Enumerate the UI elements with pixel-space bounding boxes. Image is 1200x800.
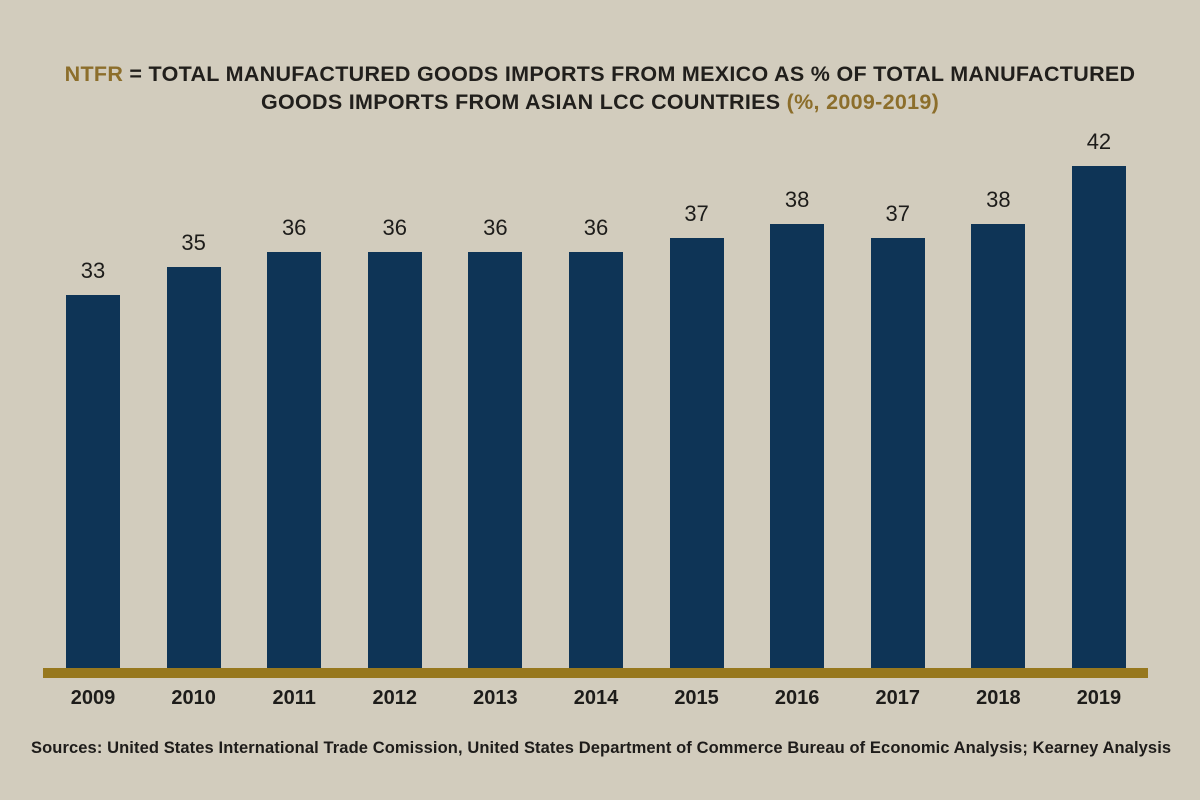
x-axis-label-2009: 2009 (70, 687, 116, 709)
title-segment-dark: = TOTAL MANUFACTURED GOODS IMPORTS FROM … (123, 62, 1136, 86)
x-axis-line (43, 668, 1148, 678)
bar-2013 (468, 252, 523, 668)
title-segment-dark: GOODS IMPORTS FROM ASIAN LCC COUNTRIES (260, 90, 787, 114)
bar-group-2014: 36 (568, 215, 623, 668)
bar-group-2013: 36 (468, 215, 523, 668)
x-axis-label-2018: 2018 (976, 687, 1021, 709)
bar-2017 (870, 238, 925, 668)
x-axis-labels: 2009 2010 2011 2012 2013 2014 2015 2016 2017 2018… (66, 687, 1126, 710)
title-segment-gold: (%, 2009-2019) (786, 90, 940, 114)
bar-value-label: 38 (784, 187, 810, 212)
x-axis-label-2016: 2016 (774, 687, 820, 709)
bar-value-label: 35 (181, 230, 206, 255)
bar-group-2010: 35 (166, 230, 221, 668)
bar-value-label: 36 (382, 215, 408, 240)
x-axis-label-2013: 2013 (473, 687, 518, 709)
bar-group-2011: 36 (267, 215, 322, 668)
x-axis-label-2011: 2011 (272, 687, 316, 709)
bar-2009 (66, 295, 120, 668)
bar-group-2016: 38 (770, 187, 825, 668)
bar-group-2019: 42 (1071, 129, 1126, 668)
x-axis-label-2012: 2012 (372, 687, 418, 709)
title-segment-gold: NTFR (64, 62, 124, 86)
bar-group-2018: 38 (971, 187, 1026, 668)
bar-value-label: 37 (885, 201, 910, 226)
bar-group-2012: 36 (367, 215, 422, 668)
x-axis-label-2017: 2017 (875, 687, 921, 709)
bar-value-label: 33 (80, 258, 106, 283)
bar-value-label: 42 (1086, 129, 1112, 154)
x-axis-label-2014: 2014 (573, 687, 619, 709)
bar-value-label: 37 (684, 201, 709, 226)
bar-value-label: 36 (483, 215, 508, 240)
bar-2014 (568, 252, 623, 668)
x-axis-label-2015: 2015 (674, 687, 719, 709)
bar-value-label: 38 (986, 187, 1011, 212)
bar-2012 (367, 252, 422, 668)
chart-title: NTFR = TOTAL MANUFACTURED GOODS IMPORTS … (0, 60, 1200, 116)
bar-group-2017: 37 (870, 201, 925, 668)
bar-2019 (1071, 166, 1126, 668)
source-note: Sources: United States International Tra… (31, 739, 1172, 757)
x-axis-label-2010: 2010 (171, 687, 216, 709)
bar-group-2015: 37 (669, 201, 724, 668)
bar-2016 (770, 224, 825, 668)
x-axis-label-2019: 2019 (1076, 687, 1122, 709)
bar-2011 (267, 252, 322, 668)
bar-group-2009: 33 (66, 258, 120, 668)
bar-2015 (669, 238, 724, 668)
bar-2018 (971, 224, 1026, 668)
bar-2010 (166, 267, 221, 668)
chart-title-line2: GOODS IMPORTS FROM ASIAN LCC COUNTRIES (… (0, 88, 1200, 116)
bar-value-label: 36 (281, 215, 307, 240)
bars-container: 33 35 36 36 36 36 37 38 37 38 42 (66, 120, 1126, 668)
bar-value-label: 36 (583, 215, 609, 240)
chart-title-line1: NTFR = TOTAL MANUFACTURED GOODS IMPORTS … (0, 60, 1200, 88)
